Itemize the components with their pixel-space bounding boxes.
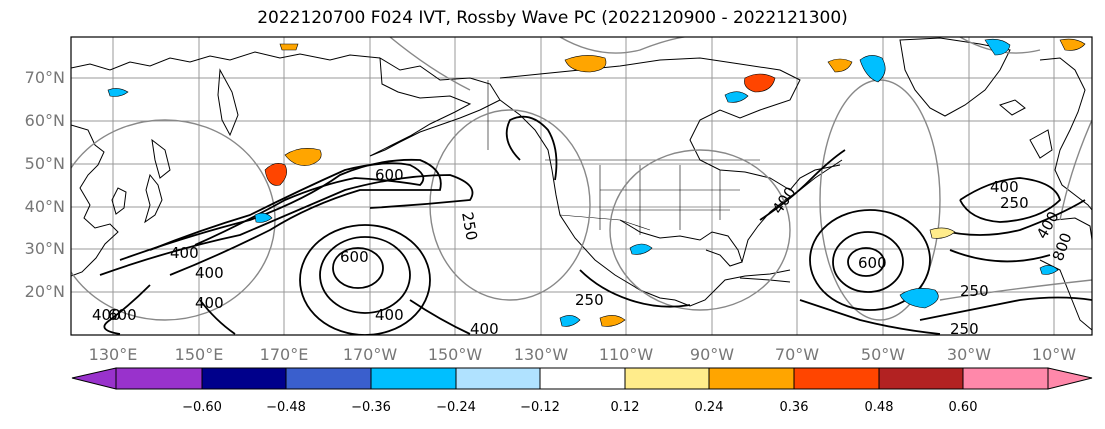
colorbar-bin <box>878 367 964 390</box>
colorbar-tick-label: 0.36 <box>779 400 809 415</box>
negative-anomaly-shading <box>107 38 1059 327</box>
colorbar-tick-label: 0.12 <box>610 400 640 415</box>
ivt-contour-labels: 400 600 250 400 400 600 400 250 400 400 … <box>92 166 1076 338</box>
lon-label: 170°E <box>259 345 309 364</box>
colorbar-tick-label: 0.60 <box>948 400 978 415</box>
contour-label: 250 <box>1000 194 1029 212</box>
lon-label: 70°W <box>774 345 820 364</box>
contour-label: 250 <box>458 211 481 242</box>
colorbar-extend-high <box>1047 367 1093 390</box>
contour-label: 400 <box>375 306 404 324</box>
colorbar-bin <box>539 367 626 390</box>
lon-label: 170°W <box>342 345 398 364</box>
contour-label: 400 <box>195 294 224 312</box>
colorbar-tick-label: −0.60 <box>182 400 222 415</box>
lon-label: 150°E <box>174 345 224 364</box>
colorbar-tick-label: −0.24 <box>436 400 476 415</box>
colorbar-bin <box>455 367 541 390</box>
contour-label: 250 <box>575 291 604 309</box>
colorbar-tick-label: −0.36 <box>351 400 391 415</box>
colorbar-bin <box>708 367 795 390</box>
colorbar-bin <box>624 367 710 390</box>
colorbar-bin <box>201 367 287 390</box>
ivt-contours <box>99 115 1092 335</box>
lat-label: 30°N <box>24 239 65 258</box>
lon-label: 50°W <box>860 345 906 364</box>
contour-label: 400 <box>195 264 224 282</box>
contour-label: 600 <box>108 306 137 324</box>
lon-label: 150°W <box>427 345 483 364</box>
colorbar-bin <box>793 367 880 390</box>
colorbar-tick-label: 0.48 <box>864 400 894 415</box>
lon-label: 110°W <box>598 345 654 364</box>
contour-label: 600 <box>340 248 369 266</box>
lat-label: 20°N <box>24 282 65 301</box>
lon-label: 30°W <box>946 345 992 364</box>
lon-label: 90°W <box>689 345 735 364</box>
lat-label: 40°N <box>24 197 65 216</box>
lon-label: 130°W <box>513 345 569 364</box>
positive-anomaly-shading <box>264 38 1086 327</box>
colorbar-bin <box>285 367 372 390</box>
lon-label: 130°E <box>88 345 138 364</box>
colorbar-bin <box>962 367 1049 390</box>
contour-label: 600 <box>375 166 404 184</box>
map-title: 2022120700 F024 IVT, Rossby Wave PC (202… <box>257 8 848 28</box>
colorbar-tick-label: −0.12 <box>520 400 560 415</box>
lat-label: 50°N <box>24 154 65 173</box>
lat-lon-gridlines <box>71 37 1092 335</box>
colorbar-bin <box>115 367 203 390</box>
lat-label: 60°N <box>24 111 65 130</box>
contour-label: 400 <box>470 320 499 338</box>
contour-label: 400 <box>990 178 1019 196</box>
contour-label: 400 <box>92 306 121 324</box>
contour-label: 600 <box>858 254 887 272</box>
lat-label: 70°N <box>24 68 65 87</box>
colorbar-tick-label: 0.24 <box>694 400 724 415</box>
colorbar-tick-label: −0.48 <box>266 400 306 415</box>
colorbar-extend-low <box>71 367 117 390</box>
contour-label: 250 <box>950 320 979 338</box>
lon-label: 10°W <box>1031 345 1077 364</box>
contour-label: 400 <box>170 244 199 262</box>
contour-label: 250 <box>960 282 989 300</box>
colorbar <box>71 367 1093 390</box>
map-border <box>70 36 1093 336</box>
colorbar-bin <box>370 367 457 390</box>
